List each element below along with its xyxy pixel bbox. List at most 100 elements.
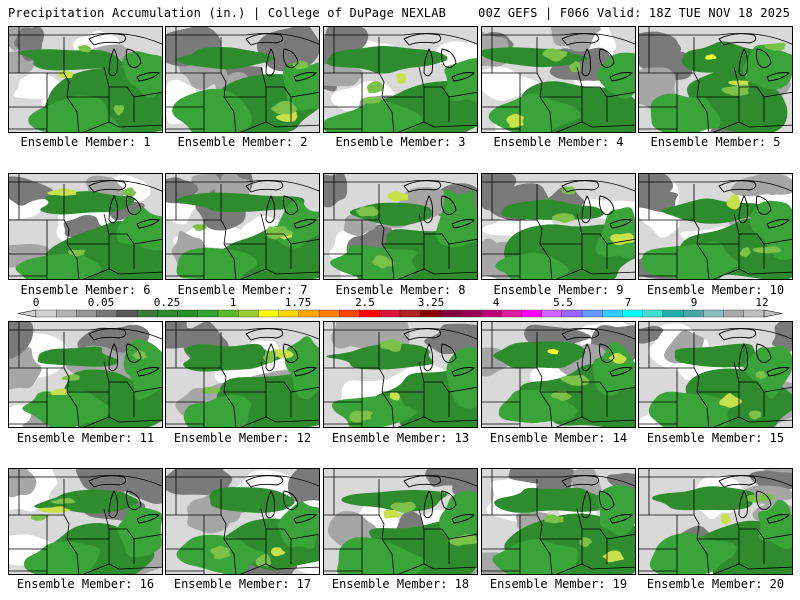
colorbar-segment	[541, 309, 563, 318]
ensemble-member-label: Ensemble Member: 15	[646, 431, 785, 445]
state-borders	[324, 322, 477, 427]
state-borders	[166, 174, 319, 279]
precip-field-map	[639, 322, 792, 427]
colorbar-segment	[622, 309, 644, 318]
colorbar-segment	[521, 309, 543, 318]
ensemble-member-map-10	[638, 173, 793, 280]
precip-field-map	[324, 27, 477, 132]
ensemble-member-map-6	[8, 173, 163, 280]
precip-field-map	[324, 322, 477, 427]
ensemble-member-map-7	[165, 173, 320, 280]
ensemble-member-map-13	[323, 321, 478, 428]
state-borders	[639, 27, 792, 132]
ensemble-member-label: Ensemble Member: 16	[16, 577, 155, 591]
state-borders	[639, 469, 792, 574]
precip-field-map	[9, 174, 162, 279]
ensemble-member-label: Ensemble Member: 14	[489, 431, 628, 445]
colorbar-segment	[177, 309, 199, 318]
ensemble-member-map-17	[165, 468, 320, 575]
ensemble-member-label: Ensemble Member: 13	[331, 431, 470, 445]
precip-field-map	[639, 469, 792, 574]
state-borders	[482, 469, 635, 574]
colorbar-segment	[440, 309, 462, 318]
ensemble-member-map-3	[323, 26, 478, 133]
ensemble-member-map-15	[638, 321, 793, 428]
precip-field-map	[166, 322, 319, 427]
ensemble-member-map-14	[481, 321, 636, 428]
state-borders	[324, 469, 477, 574]
state-borders	[639, 322, 792, 427]
colorbar-high-arrow	[763, 309, 783, 318]
colorbar-segment	[238, 309, 259, 318]
colorbar-tick-label: 0.25	[153, 296, 181, 309]
precip-field-map	[166, 27, 319, 132]
colorbar-segment	[561, 309, 583, 318]
colorbar-segment	[217, 309, 239, 318]
state-borders	[9, 469, 162, 574]
colorbar-segment	[662, 309, 684, 318]
ensemble-member-map-19	[481, 468, 636, 575]
colorbar-segment	[96, 309, 118, 318]
colorbar-segment	[76, 309, 98, 318]
state-borders	[482, 174, 635, 279]
ensemble-member-label: Ensemble Member: 9	[493, 283, 624, 297]
precip-field-map	[166, 469, 319, 574]
ensemble-member-label: Ensemble Member: 20	[646, 577, 785, 591]
ensemble-member-label: Ensemble Member: 2	[177, 135, 308, 149]
ensemble-member-label: Ensemble Member: 3	[335, 135, 466, 149]
colorbar-tick-label: 1	[229, 296, 237, 309]
ensemble-member-label: Ensemble Member: 10	[646, 283, 785, 297]
state-borders	[324, 174, 477, 279]
state-borders	[166, 27, 319, 132]
colorbar-segment	[420, 309, 441, 318]
colorbar-segment	[703, 309, 725, 318]
colorbar-segment	[379, 309, 401, 318]
model-run-info: 00Z GEFS | F066 Valid: 18Z TUE NOV 18 20…	[478, 6, 790, 20]
colorbar-segment	[723, 309, 745, 318]
colorbar-segment	[136, 309, 158, 318]
colorbar-segment	[56, 309, 77, 318]
precip-field-map	[639, 174, 792, 279]
colorbar-segment	[602, 309, 623, 318]
ensemble-member-label: Ensemble Member: 7	[177, 283, 308, 297]
ensemble-member-map-5	[638, 26, 793, 133]
colorbar-tick-label: 7	[624, 296, 632, 309]
colorbar-segment	[157, 309, 179, 318]
ensemble-member-label: Ensemble Member: 11	[16, 431, 155, 445]
state-borders	[482, 322, 635, 427]
precip-field-map	[482, 27, 635, 132]
ensemble-member-label: Ensemble Member: 1	[20, 135, 151, 149]
state-borders	[482, 27, 635, 132]
ensemble-member-map-12	[165, 321, 320, 428]
precip-field-map	[482, 469, 635, 574]
precip-field-map	[324, 174, 477, 279]
colorbar-tick-label: 3.25	[417, 296, 445, 309]
ensemble-member-label: Ensemble Member: 5	[650, 135, 781, 149]
ensemble-member-label: Ensemble Member: 12	[173, 431, 312, 445]
colorbar-tick-label: 12	[755, 296, 769, 309]
map-title: Precipitation Accumulation (in.) | Colle…	[8, 6, 447, 20]
precip-field-map	[9, 469, 162, 574]
colorbar-segment	[743, 309, 765, 318]
state-borders	[166, 469, 319, 574]
state-borders	[9, 174, 162, 279]
colorbar-segment	[35, 309, 57, 318]
precip-field-map	[482, 322, 635, 427]
precipitation-colorbar	[17, 309, 783, 318]
colorbar-segment	[339, 309, 361, 318]
ensemble-member-map-2	[165, 26, 320, 133]
precip-field-map	[639, 27, 792, 132]
ensemble-member-map-11	[8, 321, 163, 428]
ensemble-member-map-20	[638, 468, 793, 575]
state-borders	[9, 27, 162, 132]
ensemble-member-map-9	[481, 173, 636, 280]
colorbar-tick-label: 2.5	[355, 296, 375, 309]
precip-field-map	[9, 27, 162, 132]
colorbar-segment	[460, 309, 482, 318]
precip-field-map	[482, 174, 635, 279]
ensemble-member-map-18	[323, 468, 478, 575]
state-borders	[9, 322, 162, 427]
ensemble-member-label: Ensemble Member: 19	[489, 577, 628, 591]
colorbar-tick-label: 0	[32, 296, 40, 309]
colorbar-tick-label: 5.5	[553, 296, 573, 309]
